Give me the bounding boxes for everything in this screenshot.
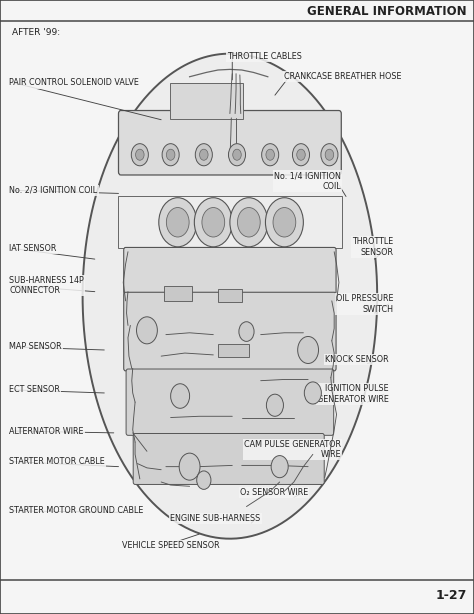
Circle shape: [200, 149, 208, 160]
FancyBboxPatch shape: [124, 247, 336, 294]
Bar: [218, 289, 242, 302]
Text: CRANKCASE BREATHER HOSE: CRANKCASE BREATHER HOSE: [284, 72, 402, 81]
Text: STARTER MOTOR GROUND CABLE: STARTER MOTOR GROUND CABLE: [9, 507, 144, 515]
Circle shape: [195, 144, 212, 166]
Circle shape: [266, 394, 283, 416]
Text: No. 2/3 IGNITION COIL: No. 2/3 IGNITION COIL: [9, 186, 98, 195]
Circle shape: [137, 317, 157, 344]
Bar: [218, 344, 249, 357]
Text: OIL PRESSURE
SWITCH: OIL PRESSURE SWITCH: [336, 294, 393, 314]
Circle shape: [162, 144, 179, 166]
Circle shape: [166, 149, 175, 160]
Circle shape: [292, 144, 310, 166]
Circle shape: [131, 144, 148, 166]
Circle shape: [233, 149, 241, 160]
FancyBboxPatch shape: [124, 292, 336, 371]
Text: KNOCK SENSOR: KNOCK SENSOR: [325, 355, 389, 363]
Circle shape: [194, 198, 232, 247]
Text: ALTERNATOR WIRE: ALTERNATOR WIRE: [9, 427, 84, 435]
Text: STARTER MOTOR CABLE: STARTER MOTOR CABLE: [9, 457, 105, 466]
Text: IAT SENSOR: IAT SENSOR: [9, 244, 57, 253]
Circle shape: [325, 149, 334, 160]
Circle shape: [298, 336, 319, 363]
Text: PAIR CONTROL SOLENOID VALVE: PAIR CONTROL SOLENOID VALVE: [9, 79, 139, 87]
Text: ENGINE SUB-HARNESS: ENGINE SUB-HARNESS: [171, 515, 261, 523]
Circle shape: [136, 149, 144, 160]
FancyBboxPatch shape: [170, 83, 243, 119]
Text: 1-27: 1-27: [436, 589, 467, 602]
Text: THROTTLE
SENSOR: THROTTLE SENSOR: [352, 237, 393, 257]
Circle shape: [304, 382, 321, 404]
Text: THROTTLE CABLES: THROTTLE CABLES: [228, 52, 302, 61]
Circle shape: [271, 456, 288, 478]
Circle shape: [228, 144, 246, 166]
Text: VEHICLE SPEED SENSOR: VEHICLE SPEED SENSOR: [122, 541, 219, 550]
Text: GENERAL INFORMATION: GENERAL INFORMATION: [307, 4, 467, 18]
Circle shape: [197, 471, 211, 489]
Circle shape: [202, 208, 225, 237]
Polygon shape: [82, 53, 377, 538]
FancyBboxPatch shape: [118, 111, 341, 175]
Circle shape: [171, 384, 190, 408]
Text: MAP SENSOR: MAP SENSOR: [9, 343, 62, 351]
Circle shape: [297, 149, 305, 160]
Circle shape: [159, 198, 197, 247]
Circle shape: [237, 208, 260, 237]
Text: ECT SENSOR: ECT SENSOR: [9, 386, 60, 394]
Circle shape: [239, 322, 254, 341]
Circle shape: [262, 144, 279, 166]
Text: O₂ SENSOR WIRE: O₂ SENSOR WIRE: [240, 488, 308, 497]
Text: CAM PULSE GENERATOR
WIRE: CAM PULSE GENERATOR WIRE: [244, 440, 341, 459]
Circle shape: [273, 208, 296, 237]
Bar: [164, 286, 192, 301]
Circle shape: [166, 208, 189, 237]
Circle shape: [266, 149, 274, 160]
Text: SUB-HARNESS 14P
CONNECTOR: SUB-HARNESS 14P CONNECTOR: [9, 276, 84, 295]
Text: AFTER '99:: AFTER '99:: [12, 28, 60, 37]
Circle shape: [230, 198, 268, 247]
Text: IGNITION PULSE
GENERATOR WIRE: IGNITION PULSE GENERATOR WIRE: [317, 384, 389, 404]
Circle shape: [179, 453, 200, 480]
Circle shape: [265, 198, 303, 247]
FancyBboxPatch shape: [126, 369, 334, 435]
FancyBboxPatch shape: [133, 433, 324, 484]
Circle shape: [321, 144, 338, 166]
Text: No. 1/4 IGNITION
COIL: No. 1/4 IGNITION COIL: [274, 171, 341, 191]
